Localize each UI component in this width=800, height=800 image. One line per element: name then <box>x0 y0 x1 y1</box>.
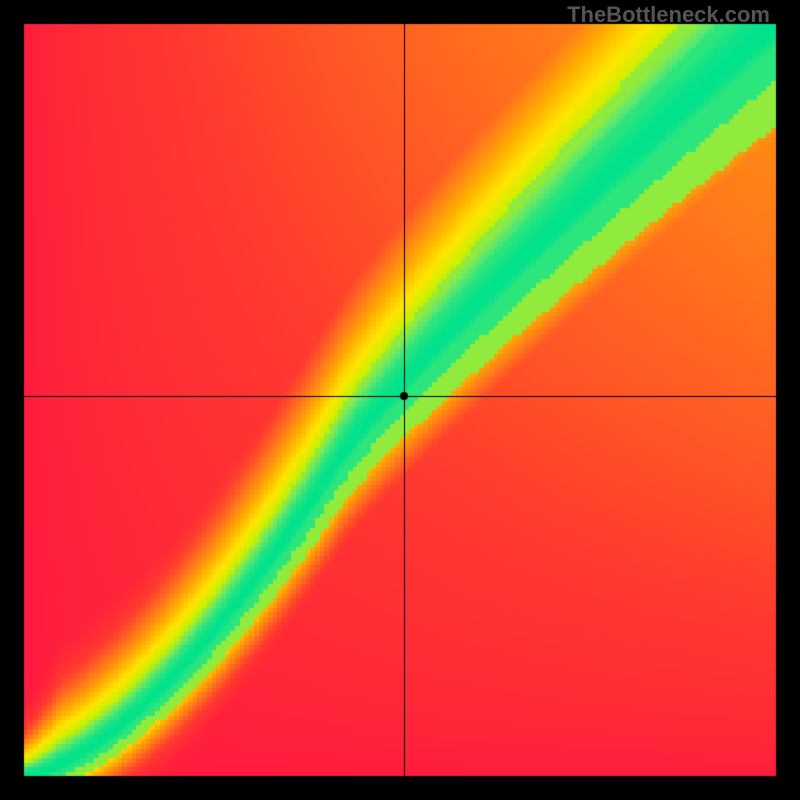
watermark-text: TheBottleneck.com <box>567 2 770 28</box>
bottleneck-heatmap <box>0 0 800 800</box>
